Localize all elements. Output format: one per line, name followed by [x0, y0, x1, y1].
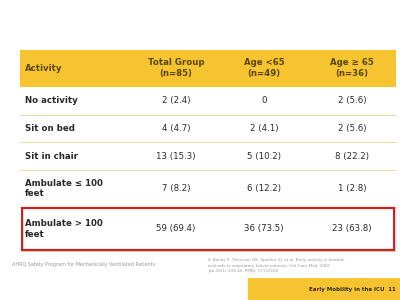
Text: 2 (5.6): 2 (5.6) — [338, 124, 366, 133]
Text: 2 (2.4): 2 (2.4) — [162, 96, 190, 105]
Text: 5 (10.2): 5 (10.2) — [247, 152, 281, 161]
Text: Early Mobility in the ICU  11: Early Mobility in the ICU 11 — [309, 287, 395, 292]
Text: 6 (12.2): 6 (12.2) — [247, 184, 281, 193]
Polygon shape — [248, 278, 400, 300]
Text: 23 (63.8): 23 (63.8) — [332, 224, 372, 233]
Text: 4 (4.7): 4 (4.7) — [162, 124, 190, 133]
Bar — [20, 50, 396, 87]
Text: 7 (8.2): 7 (8.2) — [162, 184, 190, 193]
Text: Ambulate > 100
feet: Ambulate > 100 feet — [25, 219, 102, 239]
Bar — [20, 142, 396, 170]
Text: Sit in chair: Sit in chair — [25, 152, 78, 161]
Text: No activity: No activity — [25, 96, 78, 105]
Text: 0: 0 — [261, 96, 267, 105]
Text: Age <65
(n=49): Age <65 (n=49) — [244, 58, 284, 78]
Bar — [20, 115, 396, 142]
Text: Ambulate ≤ 100
feet: Ambulate ≤ 100 feet — [25, 178, 103, 198]
FancyBboxPatch shape — [22, 208, 394, 250]
Text: Sit on bed: Sit on bed — [25, 124, 75, 133]
Text: Total Group
(n=85): Total Group (n=85) — [148, 58, 204, 78]
Text: Age ≥ 65
(n=36): Age ≥ 65 (n=36) — [330, 58, 374, 78]
Text: 2 (5.6): 2 (5.6) — [338, 96, 366, 105]
Text: 13 (15.3): 13 (15.3) — [156, 152, 196, 161]
Bar — [20, 87, 396, 115]
Text: AHRQ Safety Program for Mechanically Ventilated Patients: AHRQ Safety Program for Mechanically Ven… — [12, 262, 155, 267]
Text: Activity Level on Last Day of Admission⁴: Activity Level on Last Day of Admission⁴ — [4, 14, 396, 33]
Bar — [20, 170, 396, 207]
Text: 59 (69.4): 59 (69.4) — [156, 224, 196, 233]
Text: 1 (2.8): 1 (2.8) — [338, 184, 366, 193]
Text: Activity: Activity — [25, 64, 62, 73]
Bar — [20, 207, 396, 251]
Text: 2 (4.1): 2 (4.1) — [250, 124, 278, 133]
Text: 8 (22.2): 8 (22.2) — [335, 152, 369, 161]
Text: 4. Bailey P, Thomsen GE, Spuhler VJ, et al. Early activity is feasible
and safe : 4. Bailey P, Thomsen GE, Spuhler VJ, et … — [208, 258, 344, 273]
Text: 36 (73.5): 36 (73.5) — [244, 224, 284, 233]
